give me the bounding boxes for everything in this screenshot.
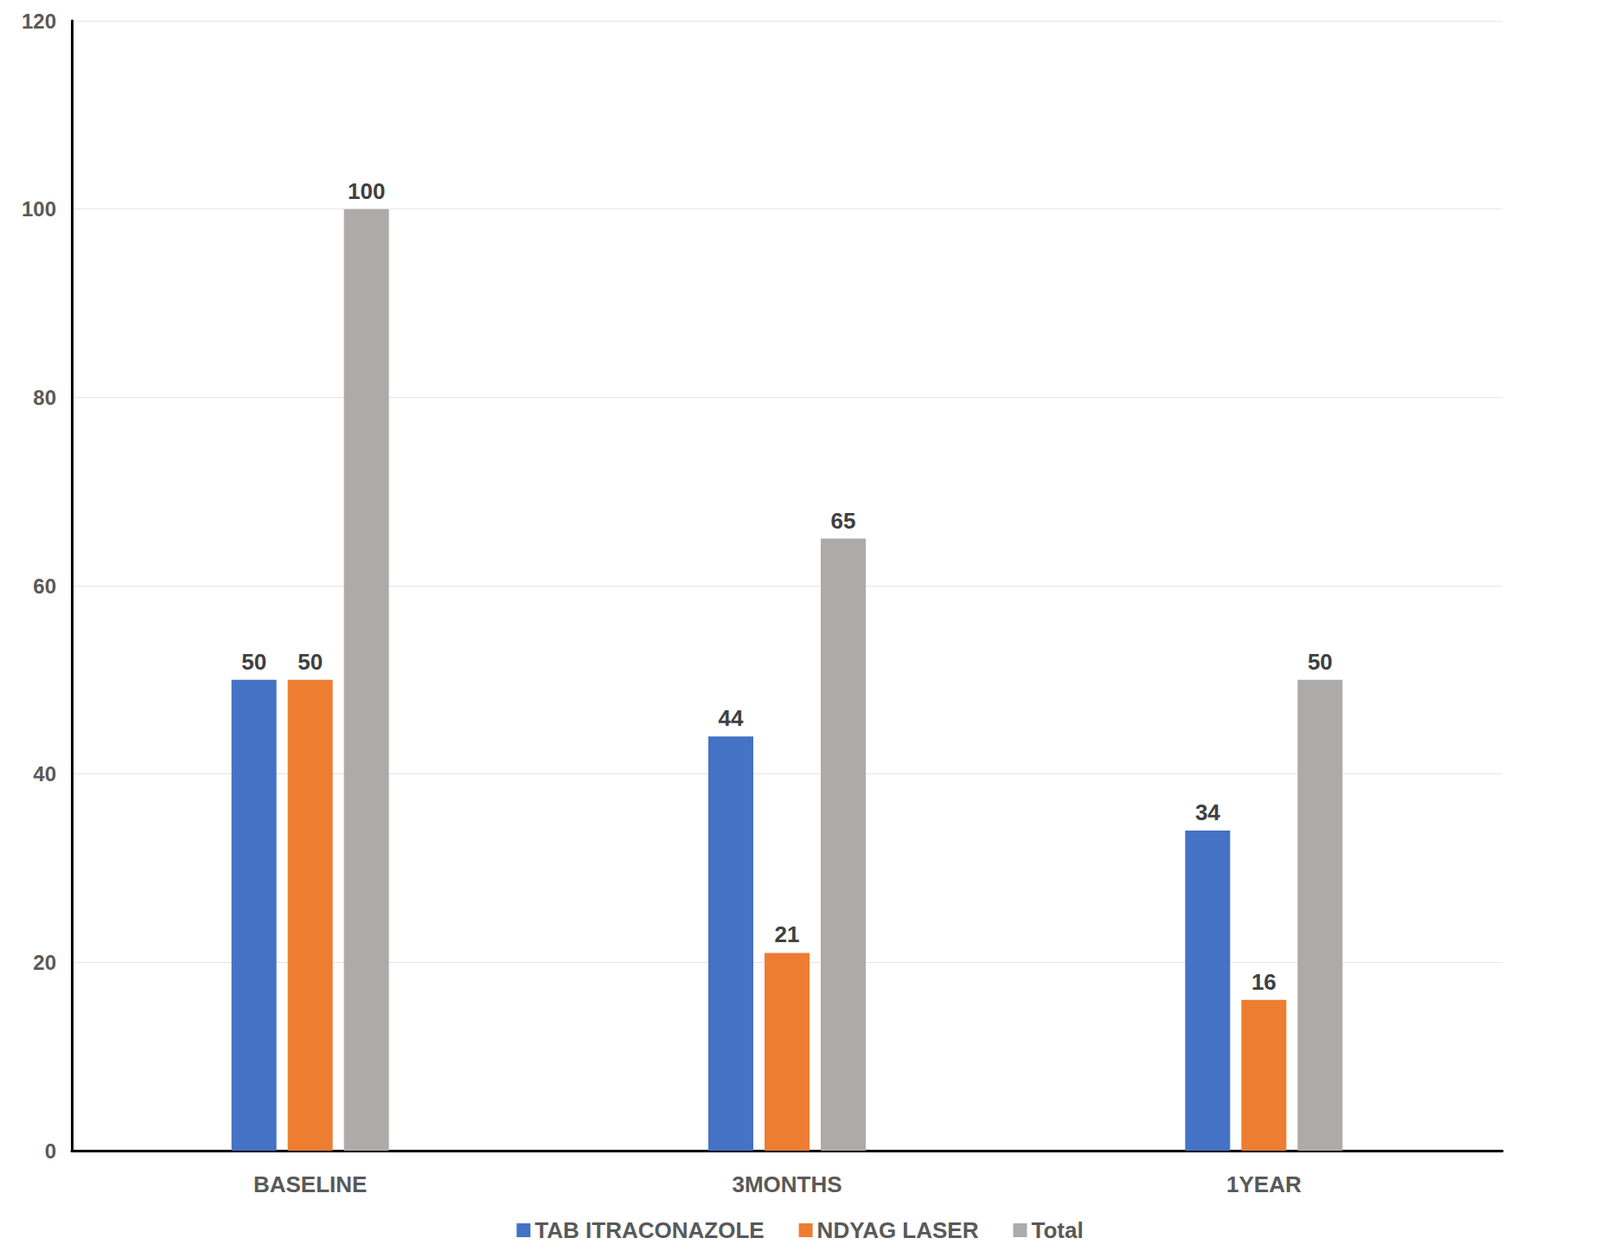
svg-text:3MONTHS: 3MONTHS xyxy=(731,1171,842,1197)
svg-text:Total: Total xyxy=(1030,1216,1083,1243)
svg-text:34: 34 xyxy=(1195,799,1221,826)
svg-text:20: 20 xyxy=(32,950,57,974)
svg-text:50: 50 xyxy=(1307,648,1333,675)
svg-text:100: 100 xyxy=(21,197,57,221)
svg-text:TAB ITRACONAZOLE: TAB ITRACONAZOLE xyxy=(534,1216,764,1243)
svg-text:44: 44 xyxy=(718,704,744,731)
svg-text:100: 100 xyxy=(347,178,385,205)
svg-text:0: 0 xyxy=(44,1139,57,1163)
svg-text:120: 120 xyxy=(21,9,57,33)
svg-text:65: 65 xyxy=(831,507,857,534)
svg-text:40: 40 xyxy=(32,761,57,786)
svg-text:50: 50 xyxy=(241,648,267,675)
svg-text:80: 80 xyxy=(32,385,57,410)
svg-text:50: 50 xyxy=(297,648,323,675)
svg-text:1YEAR: 1YEAR xyxy=(1226,1171,1302,1197)
svg-text:60: 60 xyxy=(32,574,57,598)
svg-text:21: 21 xyxy=(774,921,800,948)
svg-text:16: 16 xyxy=(1251,968,1277,995)
svg-text:BASELINE: BASELINE xyxy=(253,1171,367,1197)
svg-text:NDYAG LASER: NDYAG LASER xyxy=(817,1216,980,1243)
